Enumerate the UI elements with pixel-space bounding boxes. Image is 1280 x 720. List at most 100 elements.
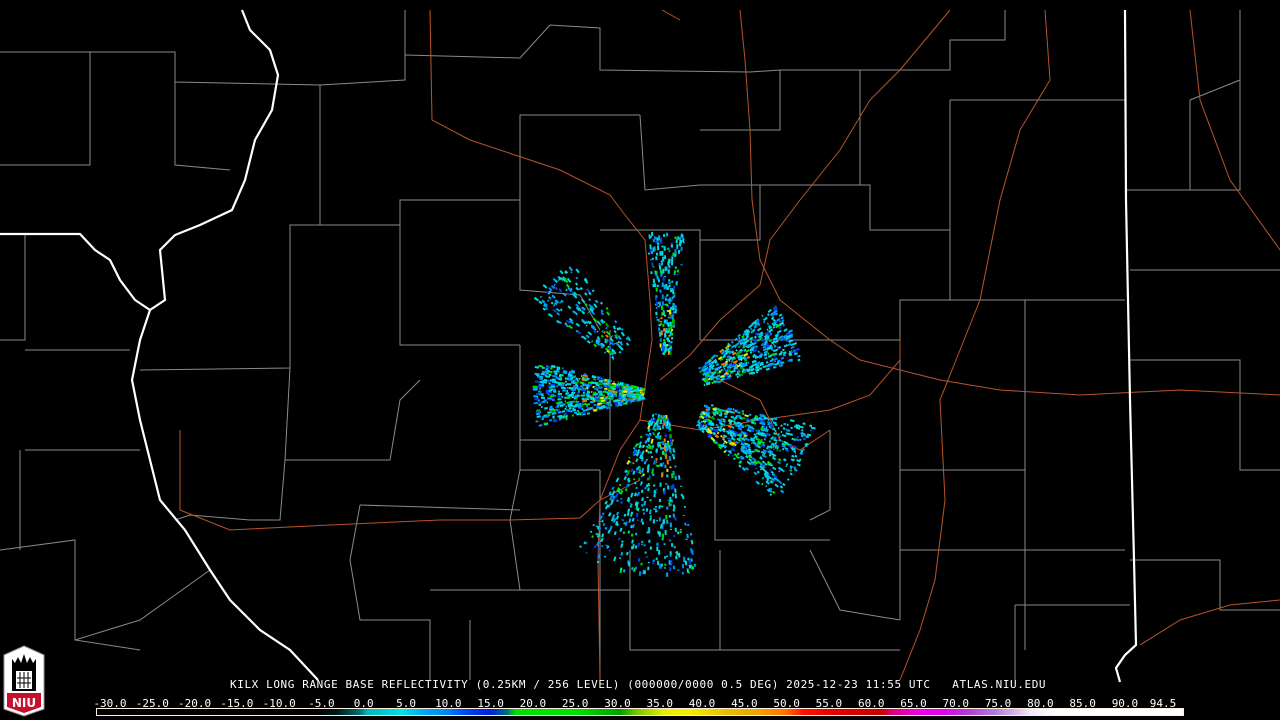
radar-echo	[746, 428, 752, 433]
radar-echo	[668, 422, 672, 427]
radar-echo	[788, 468, 791, 472]
radar-echo	[794, 351, 796, 354]
radar-echo	[601, 394, 606, 397]
radar-echo	[581, 397, 585, 400]
radar-echo	[730, 347, 733, 350]
radar-echo	[804, 443, 808, 447]
radar-echo	[758, 355, 761, 358]
radar-echo	[637, 389, 640, 392]
radar-echo	[604, 526, 608, 530]
radar-echo	[781, 348, 785, 352]
radar-echo	[744, 437, 750, 442]
radar-echo	[780, 338, 784, 341]
product-caption: KILX LONG RANGE BASE REFLECTIVITY (0.25K…	[230, 678, 1047, 691]
radar-echo	[570, 369, 576, 373]
radar-echo	[746, 355, 751, 359]
radar-echo	[536, 398, 540, 401]
radar-echo	[596, 330, 599, 333]
radar-echo	[645, 556, 648, 558]
colorbar-tick: 60.0	[857, 697, 885, 710]
radar-echo	[640, 489, 644, 494]
radar-echo	[671, 336, 674, 340]
radar-echo	[772, 325, 776, 329]
radar-echo	[751, 420, 755, 424]
radar-echo	[635, 466, 639, 471]
radar-echo	[720, 434, 723, 438]
radar-echo	[679, 530, 682, 534]
radar-echo	[709, 420, 715, 425]
radar-echo	[707, 435, 711, 439]
radar-echo	[588, 298, 592, 302]
radar-echo	[539, 401, 543, 405]
radar-echo	[551, 378, 556, 381]
radar-echo	[569, 400, 574, 404]
radar-echo	[780, 430, 783, 434]
radar-echo	[658, 265, 662, 270]
radar-echo	[588, 291, 592, 296]
county-line	[520, 330, 611, 441]
radar-echo	[670, 348, 673, 351]
radar-echo	[670, 324, 673, 330]
radar-echo	[701, 429, 705, 434]
radar-echo	[655, 488, 658, 491]
radar-echo	[788, 329, 794, 334]
radar-echo	[790, 343, 793, 347]
radar-echo	[669, 309, 672, 315]
radar-echo	[689, 564, 692, 566]
radar-echo	[652, 426, 656, 431]
radar-echo	[634, 532, 638, 536]
radar-echo	[652, 278, 656, 284]
radar-echo	[572, 376, 576, 379]
radar-echo	[579, 381, 585, 384]
radar-echo	[754, 467, 758, 470]
radar-echo	[782, 351, 787, 355]
radar-echo	[636, 449, 641, 454]
radar-echo	[741, 467, 746, 471]
radar-echo	[593, 403, 597, 407]
radar-echo	[702, 426, 707, 430]
radar-echo	[797, 354, 801, 358]
radar-echo	[741, 416, 746, 420]
radar-echo	[551, 394, 555, 397]
radar-echo	[764, 471, 770, 477]
radar-echo	[546, 369, 550, 373]
radar-echo	[580, 335, 584, 338]
radar-echo	[612, 357, 615, 360]
radar-echo	[563, 414, 566, 417]
radar-echo	[600, 334, 604, 338]
radar-echo	[650, 231, 654, 237]
radar-echo	[698, 415, 702, 419]
radar-echo	[565, 288, 568, 292]
radar-echo	[749, 425, 754, 429]
radar-echo	[661, 538, 664, 541]
radar-echo	[641, 521, 645, 525]
radar-echo	[776, 359, 781, 363]
radar-echo	[704, 405, 709, 408]
radar-echo	[541, 396, 545, 400]
radar-echo	[747, 330, 751, 334]
radar-echo	[670, 485, 673, 490]
radar-echo	[664, 434, 667, 438]
radar-echo	[656, 275, 659, 280]
radar-echo	[672, 484, 675, 489]
radar-echo	[746, 444, 752, 449]
radar-echo	[601, 512, 605, 516]
radar-echo	[767, 336, 770, 339]
radar-echo	[738, 464, 742, 468]
radar-echo	[596, 533, 599, 536]
radar-echo	[611, 355, 615, 359]
radar-echo	[700, 420, 704, 424]
radar-echo	[592, 523, 595, 527]
radar-echo	[736, 452, 740, 456]
radar-echo	[590, 397, 596, 401]
highway	[739, 9, 1280, 396]
radar-echo	[772, 466, 777, 471]
radar-echo	[594, 393, 598, 396]
radar-echo	[684, 560, 688, 566]
radar-echo	[605, 334, 609, 338]
radar-echo	[645, 449, 648, 453]
radar-echo	[764, 470, 770, 475]
county-line	[700, 184, 950, 241]
radar-echo	[755, 437, 761, 442]
